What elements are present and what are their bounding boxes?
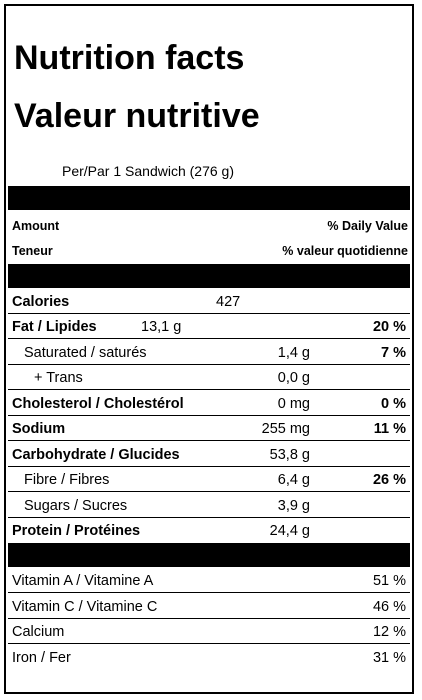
row-fibre: Fibre / Fibres 6,4 g 26 %: [8, 467, 410, 492]
separator-bar-top: [8, 186, 410, 210]
nutrition-label: [4, 4, 414, 694]
cholesterol-dv: 0 %: [381, 396, 406, 412]
vitamin-c-label: Vitamin C / Vitamine C: [12, 599, 158, 615]
fibre-label: Fibre / Fibres: [24, 472, 110, 488]
trans-label: + Trans: [34, 370, 83, 386]
title-english: Nutrition facts: [14, 39, 245, 77]
row-protein: Protein / Protéines 24,4 g: [8, 518, 410, 543]
saturated-qty: 1,4 g: [277, 345, 310, 361]
carbohydrate-qty: 53,8 g: [269, 447, 310, 463]
vitamin-a-label: Vitamin A / Vitamine A: [12, 573, 154, 589]
saturated-label: Saturated / saturés: [24, 345, 147, 361]
fibre-qty: 6,4 g: [277, 472, 310, 488]
trans-qty: 0,0 g: [277, 370, 310, 386]
serving-size: Per/Par 1 Sandwich (276 g): [62, 163, 234, 179]
calories-value: 427: [216, 294, 241, 310]
row-sugars: Sugars / Sucres 3,9 g: [8, 493, 410, 518]
row-calories: Calories 427: [8, 289, 410, 314]
header-valeur-quotidienne: % valeur quotidienne: [282, 244, 408, 258]
sodium-dv: 11 %: [373, 421, 406, 437]
header-teneur: Teneur: [12, 244, 53, 258]
sodium-qty: 255 mg: [261, 421, 310, 437]
vitamin-c-dv: 46 %: [372, 599, 406, 615]
sugars-qty: 3,9 g: [277, 498, 310, 514]
cholesterol-qty: 0 mg: [277, 396, 310, 412]
iron-dv: 31 %: [372, 650, 406, 666]
separator-bar-middle: [8, 264, 410, 288]
row-sodium: Sodium 255 mg 11 %: [8, 416, 410, 441]
row-calcium: Calcium 12 %: [8, 619, 410, 644]
carbohydrate-label: Carbohydrate / Glucides: [12, 447, 180, 463]
header-daily-value: % Daily Value: [327, 219, 408, 233]
protein-label: Protein / Protéines: [12, 523, 141, 539]
fat-qty: 13,1 g: [141, 319, 182, 335]
row-carbohydrate: Carbohydrate / Glucides 53,8 g: [8, 442, 410, 467]
row-trans: + Trans 0,0 g: [8, 365, 410, 390]
saturated-dv: 7 %: [381, 345, 406, 361]
row-iron: Iron / Fer 31 %: [8, 645, 410, 670]
separator-bar-bottom: [8, 543, 410, 567]
sugars-label: Sugars / Sucres: [24, 498, 128, 514]
fibre-dv: 26 %: [372, 472, 406, 488]
fat-dv: 20 %: [372, 319, 406, 335]
header-amount: Amount: [12, 219, 60, 233]
iron-label: Iron / Fer: [12, 650, 71, 666]
sodium-label: Sodium: [12, 421, 66, 437]
vitamin-a-dv: 51 %: [372, 573, 406, 589]
cholesterol-label: Cholesterol / Cholestérol: [12, 396, 184, 412]
calcium-dv: 12 %: [372, 624, 406, 640]
row-vitamin-c: Vitamin C / Vitamine C 46 %: [8, 594, 410, 619]
calories-label: Calories: [12, 294, 70, 310]
title-french: Valeur nutritive: [14, 97, 260, 135]
row-fat: Fat / Lipides 13,1 g 20 %: [8, 314, 410, 339]
calcium-label: Calcium: [12, 624, 65, 640]
row-vitamin-a: Vitamin A / Vitamine A 51 %: [8, 568, 410, 593]
row-cholesterol: Cholesterol / Cholestérol 0 mg 0 %: [8, 391, 410, 416]
protein-qty: 24,4 g: [269, 523, 310, 539]
row-saturated: Saturated / saturés 1,4 g 7 %: [8, 340, 410, 365]
fat-label: Fat / Lipides: [12, 319, 97, 335]
